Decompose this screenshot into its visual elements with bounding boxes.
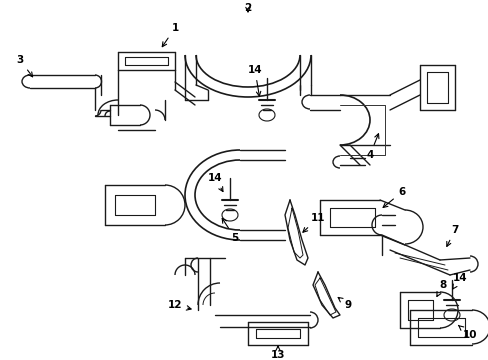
Text: 6: 6 (382, 187, 405, 207)
Text: 4: 4 (366, 134, 378, 160)
Text: 7: 7 (446, 225, 458, 246)
Text: 11: 11 (302, 213, 325, 232)
Text: 14: 14 (452, 273, 467, 289)
Text: 8: 8 (436, 280, 446, 296)
Text: 5: 5 (222, 219, 238, 243)
Text: 2: 2 (244, 3, 251, 13)
Text: 13: 13 (270, 346, 285, 360)
Text: 12: 12 (167, 300, 191, 310)
Text: 14: 14 (207, 173, 223, 192)
Text: 1: 1 (162, 23, 178, 47)
Text: 9: 9 (338, 297, 351, 310)
Text: 14: 14 (247, 65, 262, 96)
Text: 3: 3 (16, 55, 33, 77)
Text: 10: 10 (458, 325, 476, 340)
